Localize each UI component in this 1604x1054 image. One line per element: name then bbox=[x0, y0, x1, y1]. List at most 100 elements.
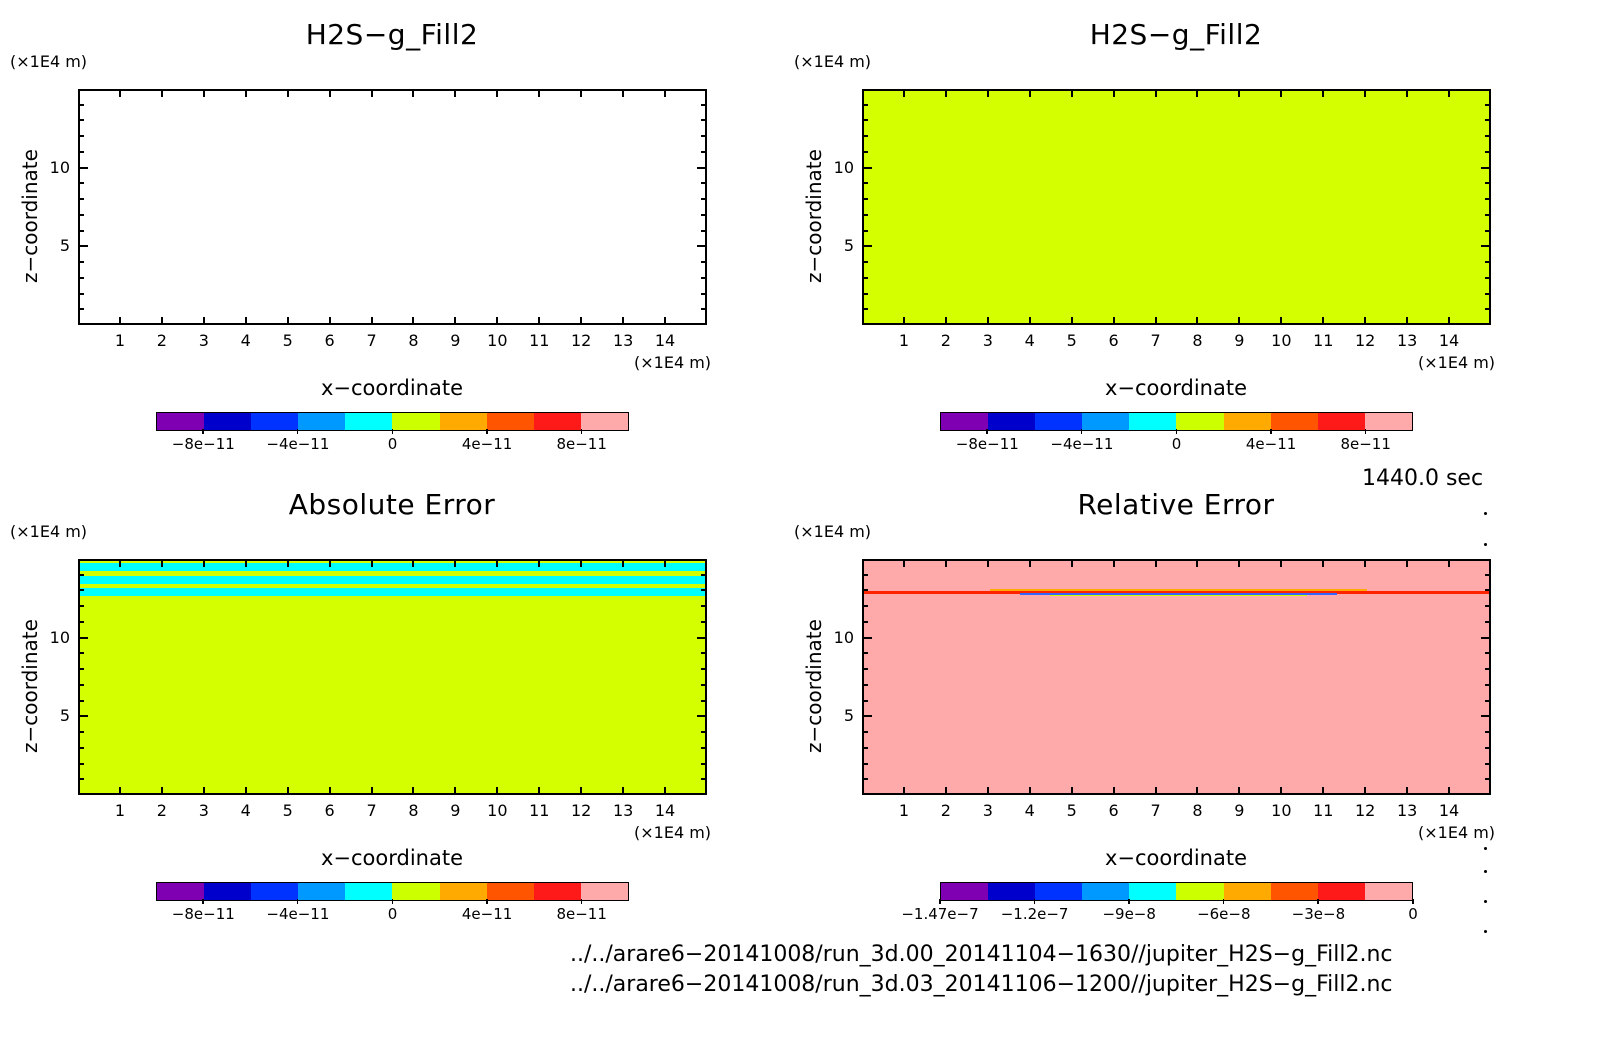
y-tick-mark-left bbox=[862, 652, 868, 655]
y-tick-mark-right bbox=[701, 103, 707, 106]
x-tick-mark-bottom bbox=[244, 317, 247, 325]
x-tick-label: 12 bbox=[571, 801, 592, 820]
y-tick-mark-left bbox=[78, 261, 84, 264]
x-tick-label: 6 bbox=[1108, 801, 1119, 820]
x-tick-label: 6 bbox=[324, 331, 335, 350]
x-tick-label: 2 bbox=[156, 331, 167, 350]
y-tick-mark-right bbox=[697, 636, 707, 639]
x-tick-label: 5 bbox=[1066, 331, 1077, 350]
colorbar-segment bbox=[1129, 413, 1177, 430]
stray-dot bbox=[1484, 900, 1487, 903]
y-tick-mark-left bbox=[78, 276, 84, 279]
x-tick-label: 4 bbox=[240, 801, 251, 820]
x-tick-label: 10 bbox=[487, 801, 508, 820]
colorbar-tick-label: −8e−11 bbox=[955, 435, 1019, 453]
x-tick-label: 1 bbox=[898, 331, 910, 350]
plot-area bbox=[862, 559, 1491, 795]
x-tick-mark-bottom bbox=[1364, 787, 1367, 795]
y-tick-mark-right bbox=[701, 119, 707, 122]
x-tick-label: 8 bbox=[1192, 331, 1203, 350]
x-tick-mark-top bbox=[160, 89, 163, 97]
x-tick-mark-top bbox=[1448, 559, 1451, 567]
colorbar-segment bbox=[1082, 883, 1130, 900]
x-tick-label: 10 bbox=[1271, 331, 1292, 350]
y-tick-mark-right bbox=[1481, 636, 1491, 639]
x-axis-label: x−coordinate bbox=[320, 376, 464, 400]
colorbar-tick-mark bbox=[202, 429, 204, 434]
stray-dot bbox=[1484, 930, 1487, 933]
y-tick-mark-right bbox=[1485, 103, 1491, 106]
colorbar-segment bbox=[1364, 883, 1412, 900]
x-tick-mark-top bbox=[1070, 559, 1073, 567]
y-tick-mark-left bbox=[862, 213, 868, 216]
y-tick-mark-right bbox=[701, 573, 707, 576]
x-tick-label: 4 bbox=[1024, 801, 1035, 820]
y-unit-label: (×1E4 m) bbox=[794, 52, 872, 71]
colorbar-tick-mark bbox=[1270, 429, 1272, 434]
colorbar-segment bbox=[251, 883, 299, 900]
x-tick-label: 14 bbox=[654, 801, 676, 820]
plot-area bbox=[862, 89, 1491, 325]
x-tick-mark-bottom bbox=[412, 317, 415, 325]
x-tick-label: 9 bbox=[1234, 801, 1245, 820]
colorbar-tick-label: 8e−11 bbox=[1340, 435, 1391, 453]
x-tick-mark-bottom bbox=[902, 317, 905, 325]
x-axis-label: x−coordinate bbox=[1104, 376, 1248, 400]
x-tick-label: 8 bbox=[1192, 801, 1203, 820]
x-tick-label: 8 bbox=[408, 331, 419, 350]
colorbar-segment bbox=[486, 883, 534, 900]
stray-dot bbox=[1484, 870, 1487, 873]
x-tick-mark-top bbox=[286, 89, 289, 97]
y-tick-mark-right bbox=[701, 182, 707, 185]
colorbar-segment bbox=[533, 883, 581, 900]
error-anomaly-lower bbox=[1019, 593, 1338, 596]
y-tick-mark-right bbox=[1485, 213, 1491, 216]
colorbar-tick-mark bbox=[1412, 899, 1414, 904]
x-tick-label: 10 bbox=[487, 331, 508, 350]
x-tick-label: 7 bbox=[1150, 801, 1161, 820]
y-tick-mark-right bbox=[1481, 245, 1491, 248]
x-tick-mark-top bbox=[496, 559, 499, 567]
colorbar-tick-mark bbox=[939, 899, 941, 904]
colorbar-segment bbox=[345, 883, 393, 900]
x-tick-mark-bottom bbox=[1406, 787, 1409, 795]
colorbar-segment bbox=[1223, 883, 1271, 900]
x-tick-label: 9 bbox=[450, 801, 461, 820]
error-band bbox=[80, 563, 705, 572]
x-tick-mark-top bbox=[118, 559, 121, 567]
y-unit-label: (×1E4 m) bbox=[10, 52, 88, 71]
y-tick-mark-left bbox=[78, 715, 88, 718]
y-axis-label: z−coordinate bbox=[18, 619, 42, 753]
x-axis-label: x−coordinate bbox=[1104, 846, 1248, 870]
x-tick-mark-bottom bbox=[328, 317, 331, 325]
colorbar-tick-label: −3e−8 bbox=[1291, 905, 1346, 923]
x-tick-mark-top bbox=[118, 89, 121, 97]
x-tick-mark-top bbox=[1154, 89, 1157, 97]
y-tick-mark-right bbox=[1485, 276, 1491, 279]
y-tick-mark-right bbox=[701, 229, 707, 232]
y-tick-mark-right bbox=[701, 308, 707, 311]
y-tick-mark-right bbox=[701, 276, 707, 279]
x-tick-mark-bottom bbox=[454, 317, 457, 325]
error-band bbox=[80, 588, 705, 597]
x-tick-mark-top bbox=[328, 559, 331, 567]
y-tick-mark-right bbox=[1485, 198, 1491, 201]
y-tick-mark-right bbox=[1485, 683, 1491, 686]
x-tick-mark-bottom bbox=[412, 787, 415, 795]
y-tick-mark-left bbox=[862, 715, 872, 718]
y-tick-mark-right bbox=[697, 166, 707, 169]
colorbar-segment bbox=[941, 413, 989, 430]
x-tick-label: 13 bbox=[612, 331, 634, 350]
x-tick-mark-top bbox=[538, 89, 541, 97]
colorbar-segment bbox=[1270, 883, 1318, 900]
colorbar-tick-label: 4e−11 bbox=[1245, 435, 1297, 453]
y-tick-mark-left bbox=[78, 762, 84, 765]
colorbar-tick-label: −4e−11 bbox=[1050, 435, 1114, 453]
y-tick-mark-right bbox=[1485, 182, 1491, 185]
y-tick-mark-right bbox=[701, 699, 707, 702]
x-tick-label: 11 bbox=[1313, 331, 1334, 350]
x-tick-label: 13 bbox=[1396, 331, 1418, 350]
y-tick-mark-right bbox=[1485, 778, 1491, 781]
colorbar-tick-label: 4e−11 bbox=[461, 905, 513, 923]
colorbar-segment bbox=[298, 413, 346, 430]
